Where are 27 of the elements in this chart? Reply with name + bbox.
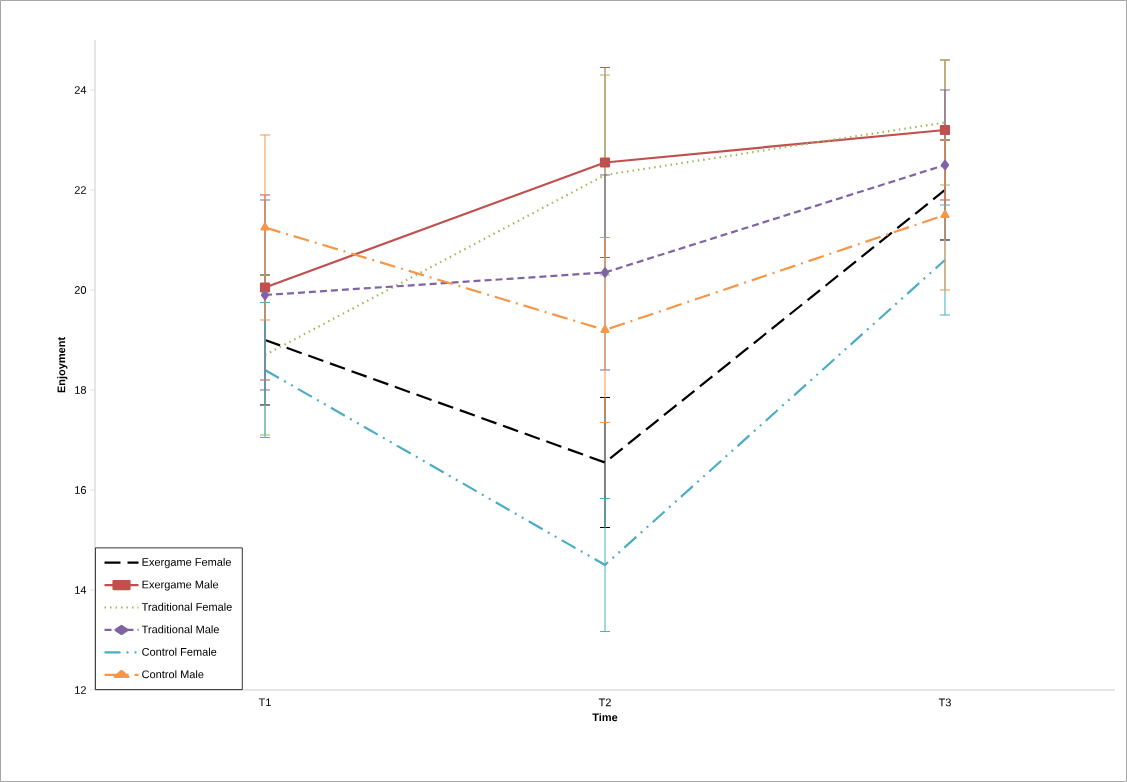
point — [599, 157, 611, 168]
y-tick-label: 14 — [75, 586, 87, 594]
point — [940, 209, 950, 219]
y-tick-label: 22 — [74, 186, 86, 194]
point — [600, 267, 610, 278]
point — [260, 222, 270, 231]
y-tick-label: 20 — [74, 286, 87, 294]
legend-label: Control Male — [142, 670, 204, 679]
point — [259, 282, 271, 293]
x-tick-label: T2 — [598, 698, 611, 707]
x-tick-label: T1 — [258, 698, 271, 707]
y-tick-label: 16 — [75, 486, 87, 494]
y-axis-title: Enjoyment — [57, 337, 68, 393]
point — [260, 289, 270, 301]
x-axis-title: Time — [592, 713, 618, 722]
legend-label: Traditional Female — [141, 602, 232, 611]
point — [940, 159, 950, 171]
point — [600, 324, 610, 334]
legend-label: Exergame Male — [142, 580, 219, 591]
legend-label: Traditional Male — [141, 625, 219, 634]
legend-label: Control Female — [142, 647, 217, 656]
x-tick-label: T3 — [938, 698, 951, 707]
y-tick-label: 24 — [74, 86, 87, 94]
point — [939, 124, 951, 136]
legend-label: Exergame Female — [142, 557, 231, 569]
y-tick-label: 12 — [75, 686, 86, 694]
y-tick-label: 18 — [75, 386, 87, 394]
